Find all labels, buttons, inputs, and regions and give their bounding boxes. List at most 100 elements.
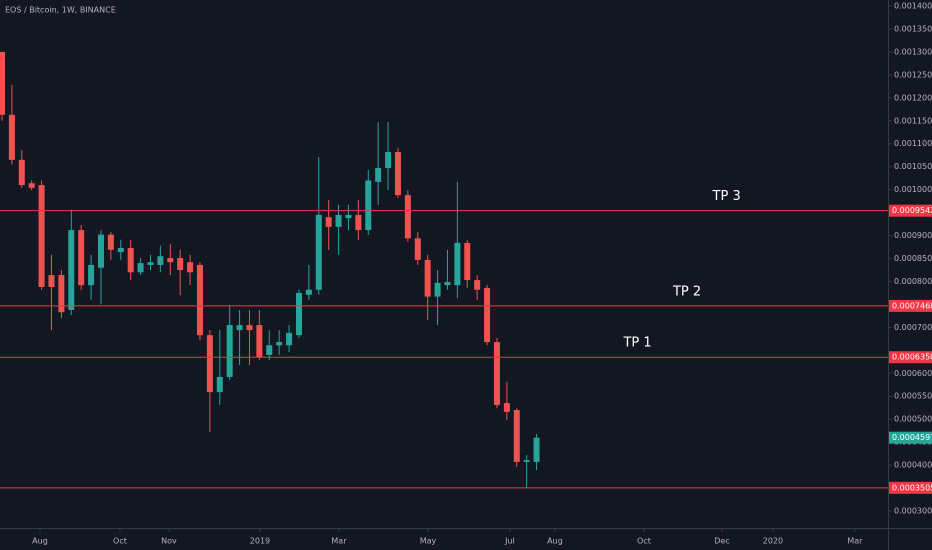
x-tick-label: Nov	[161, 537, 177, 546]
candle-body	[0, 51, 5, 115]
price-badge	[889, 481, 932, 494]
x-tick-label: Oct	[637, 537, 651, 546]
candle-body	[474, 280, 481, 290]
candle-body	[454, 242, 461, 286]
candle-body	[484, 287, 491, 343]
candle-body	[88, 264, 95, 286]
candle-body	[147, 262, 154, 265]
x-tick-label: May	[420, 537, 437, 546]
x-tick-label: Oct	[113, 537, 127, 546]
x-tick-label: Aug	[32, 537, 48, 546]
candle-body	[58, 275, 65, 313]
candle-body	[513, 410, 520, 462]
level-text: TP 2	[672, 284, 701, 299]
x-tick-label: 2020	[763, 537, 783, 546]
candle-body	[305, 289, 312, 295]
last-price-badge	[889, 431, 932, 444]
candle-body	[335, 214, 342, 227]
candle-body	[375, 168, 382, 182]
candle-body	[345, 214, 352, 219]
candle-body	[68, 230, 75, 310]
candle-body	[464, 242, 471, 281]
candle-body	[286, 332, 293, 346]
candle-body	[266, 345, 273, 355]
candle-body	[117, 247, 124, 253]
price-badge-label: 0.0003505	[892, 483, 932, 492]
candle-body	[424, 259, 431, 297]
candle-body	[137, 263, 144, 273]
candle-body	[206, 335, 213, 393]
price-badge	[889, 204, 932, 217]
candle-body	[523, 460, 530, 462]
last-price-label: 0.0004597	[892, 433, 932, 442]
candle-body	[78, 230, 85, 286]
level-text: TP 3	[712, 189, 741, 204]
candle-body	[315, 214, 322, 290]
price-badge-label: 0.0006350	[892, 353, 932, 362]
candle-body	[414, 238, 421, 260]
x-tick-label: Aug	[547, 537, 563, 546]
candle-body	[276, 342, 283, 346]
x-tick-label: Jul	[504, 537, 515, 546]
candle-body	[216, 376, 223, 393]
candle-body	[127, 247, 134, 273]
candle-body	[38, 185, 45, 287]
candle-body	[18, 159, 25, 186]
candle-body	[157, 256, 164, 265]
candle-body	[325, 217, 332, 227]
candle-body	[236, 325, 243, 331]
x-tick-label: 2019	[250, 537, 270, 546]
candle-body	[434, 282, 441, 297]
candle-body	[533, 437, 540, 462]
price-badge-label: 0.0009542	[892, 206, 932, 215]
x-tick-label: Mar	[331, 537, 347, 546]
candle-body	[394, 152, 401, 196]
price-badge	[889, 351, 932, 364]
candle-body	[177, 258, 184, 270]
candle-body	[48, 275, 55, 287]
candle-body	[28, 183, 35, 188]
candle-body	[167, 258, 174, 263]
candle-body	[226, 325, 233, 377]
candle-body	[8, 114, 15, 160]
candle-body	[493, 342, 500, 405]
x-tick-label: Mar	[847, 537, 863, 546]
candle-body	[196, 264, 203, 336]
candle-body	[256, 325, 263, 358]
candle-body	[355, 214, 362, 231]
candle-body	[503, 403, 510, 412]
price-badge	[889, 299, 932, 312]
candle-body	[295, 292, 302, 336]
candle-body	[187, 262, 194, 273]
candle-body	[365, 180, 372, 231]
level-text: TP 1	[622, 336, 651, 351]
x-tick-label: Dec	[714, 537, 729, 546]
candle-body	[404, 195, 411, 239]
candle-body	[107, 234, 114, 250]
candle-body	[97, 234, 104, 268]
candle-body	[246, 325, 253, 331]
candle-body	[444, 281, 451, 286]
price-badge-label: 0.0007468	[892, 301, 932, 310]
chart-title: EOS / Bitcoin, 1W, BINANCE	[5, 6, 116, 15]
y-tick-label: 0.0014000	[894, 2, 932, 11]
candle-body	[385, 152, 392, 169]
